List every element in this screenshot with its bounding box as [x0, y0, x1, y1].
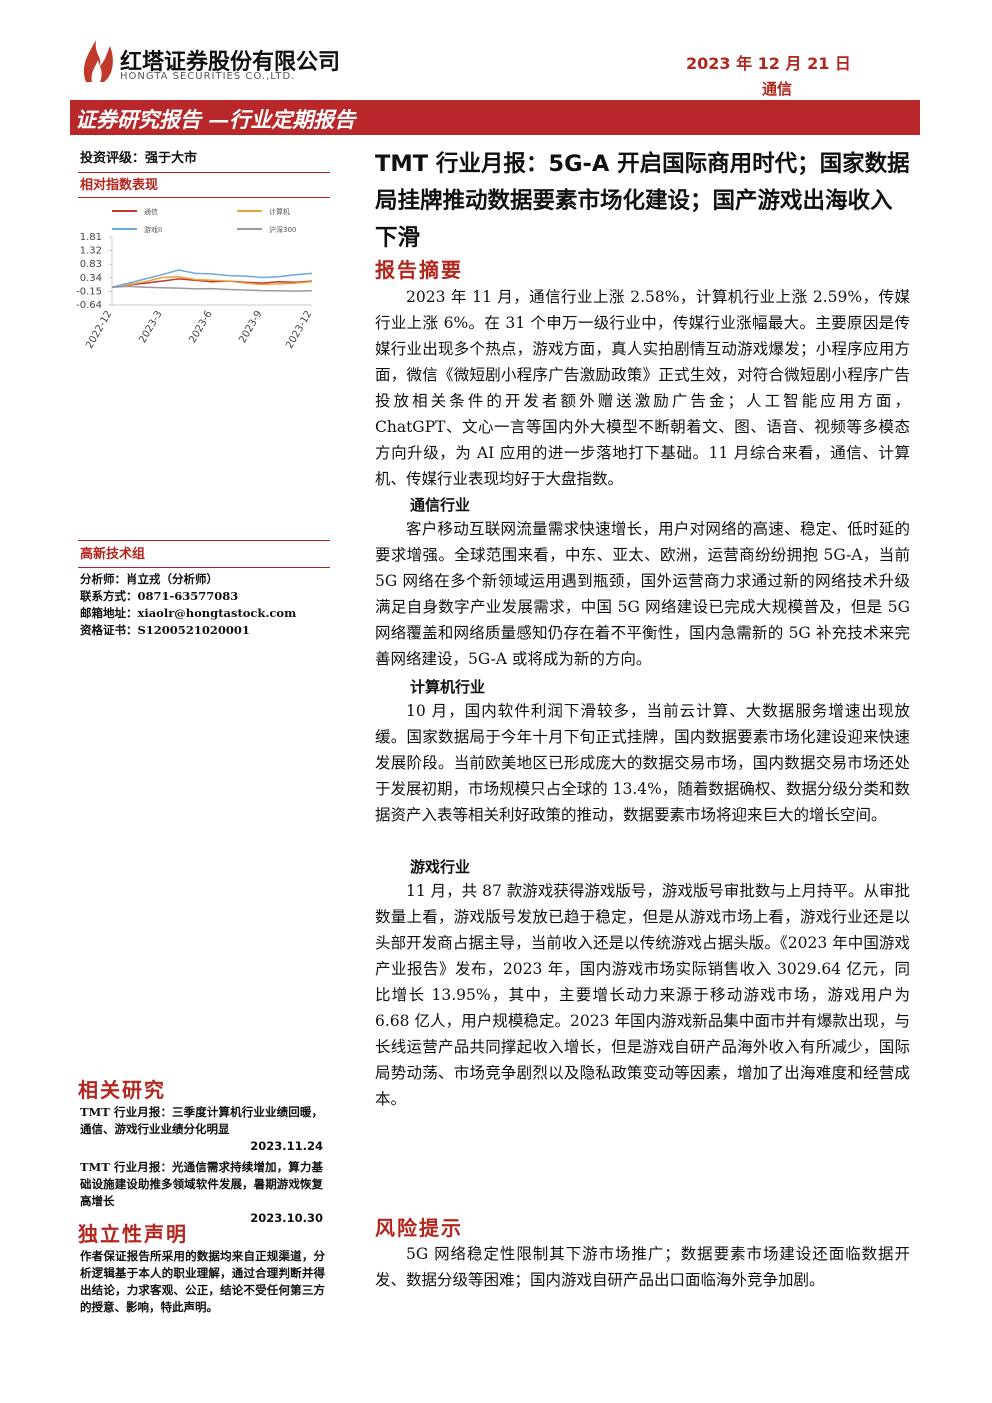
related-heading: 相关研究 — [78, 1078, 166, 1102]
section-heading: 游戏行业 — [410, 858, 471, 876]
legend-label: 沪深300 — [269, 225, 296, 234]
analyst-value: S1200521020001 — [137, 623, 250, 637]
logo — [83, 40, 113, 82]
analyst-value: xiaolr@hongtastock.com — [137, 606, 297, 620]
section-heading: 通信行业 — [410, 496, 471, 514]
series-line — [111, 278, 313, 288]
industry: 通信 — [762, 80, 793, 98]
legend-label: 通信 — [144, 207, 158, 216]
rule — [78, 172, 330, 173]
x-tick-label: 2023-3 — [137, 309, 164, 345]
y-tick-label: -0.15 — [76, 286, 102, 297]
y-tick-label: 0.34 — [80, 273, 102, 284]
risk-text: 5G 网络稳定性限制其下游市场推广；数据要素市场建设还面临数据开发、数据分级等困… — [375, 1245, 910, 1289]
summary-heading: 报告摘要 — [375, 258, 463, 282]
section-text: 客户移动互联网流量需求快速增长，用户对网络的高速、稳定、低时延的要求增强。全球范… — [375, 520, 910, 668]
analyst-value: 肖立戎（分析师） — [126, 572, 218, 586]
x-tick-label: 2023-9 — [237, 309, 264, 345]
rule — [78, 567, 330, 568]
x-tick-label: 2022-12 — [84, 309, 114, 351]
related-date: 2023.10.30 — [250, 1211, 323, 1225]
rating: 投资评级：强于大市 — [80, 151, 198, 166]
y-tick-label: 0.83 — [80, 259, 102, 270]
disclaimer: 作者保证报告所采用的数据均来自正规渠道，分析逻辑基于本人的职业理解，通过合理判断… — [80, 1249, 325, 1314]
y-tick-label: 1.32 — [80, 246, 102, 257]
section-text: 10 月，国内软件利润下滑较多，当前云计算、大数据服务增速出现放缓。国家数据局于… — [375, 702, 910, 824]
analyst-value: 0871-63577083 — [137, 589, 239, 603]
analyst-label: 分析师： — [80, 572, 126, 586]
analyst-info: 分析师：肖立戎（分析师） 联系方式：0871-63577083 邮箱地址：xiaol… — [80, 571, 330, 639]
analyst-row: 邮箱地址：xiaolr@hongtastock.com — [80, 605, 330, 622]
analyst-row: 资格证书：S1200521020001 — [80, 622, 330, 639]
rule — [78, 540, 330, 541]
company-name-en: HONGTA SECURITIES CO.,LTD. — [120, 71, 296, 82]
series-line — [111, 269, 313, 288]
section-text: 11 月，共 87 款游戏获得游戏版号，游戏版号审批数与上月持平。从审批数量上看… — [375, 882, 910, 1108]
banner-text: 证券研究报告 —行业定期报告 — [75, 107, 356, 132]
analyst-label: 邮箱地址： — [80, 606, 138, 620]
banner — [70, 100, 920, 135]
report-date: 2023 年 12 月 21 日 — [686, 54, 851, 73]
analyst-row: 联系方式：0871-63577083 — [80, 588, 330, 605]
analyst-row: 分析师：肖立戎（分析师） — [80, 571, 330, 588]
disclaimer-heading: 独立性声明 — [78, 1222, 188, 1246]
related-title: TMT 行业月报：光通信需求持续增加，算力基础设施建设助推多领域软件发展，暑期游… — [80, 1160, 323, 1208]
y-tick-label: -0.64 — [76, 300, 102, 311]
series-line — [111, 275, 313, 288]
related-title: TMT 行业月报：三季度计算机行业业绩回暖，通信、游戏行业业绩分化明显 — [80, 1105, 323, 1136]
risk-heading: 风险提示 — [375, 1216, 463, 1240]
legend-label: 计算机 — [269, 207, 290, 216]
chart-heading: 相对指数表现 — [80, 178, 159, 193]
rule — [78, 197, 330, 198]
related-date: 2023.11.24 — [250, 1139, 323, 1153]
y-tick-label: 1.81 — [80, 232, 102, 243]
legend-label: 游戏II — [144, 225, 162, 234]
related-list: TMT 行业月报：三季度计算机行业业绩回暖，通信、游戏行业业绩分化明显 2023.… — [80, 1104, 323, 1231]
intro: 2023 年 11 月，通信行业上涨 2.58%，计算机行业上涨 2.59%，传… — [375, 288, 910, 488]
series-line — [111, 285, 313, 292]
report-title: TMT 行业月报：5G-A 开启国际商用时代；国家数据局挂牌推动数据要素市场化建… — [375, 151, 910, 251]
analyst-label: 资格证书： — [80, 623, 138, 637]
analyst-label: 联系方式： — [80, 589, 138, 603]
company-name: 红塔证券股份有限公司 — [120, 50, 341, 75]
x-tick-label: 2023-6 — [187, 309, 214, 345]
x-tick-label: 2023-12 — [284, 309, 314, 351]
team: 高新技术组 — [80, 547, 146, 562]
section-heading: 计算机行业 — [410, 678, 486, 696]
